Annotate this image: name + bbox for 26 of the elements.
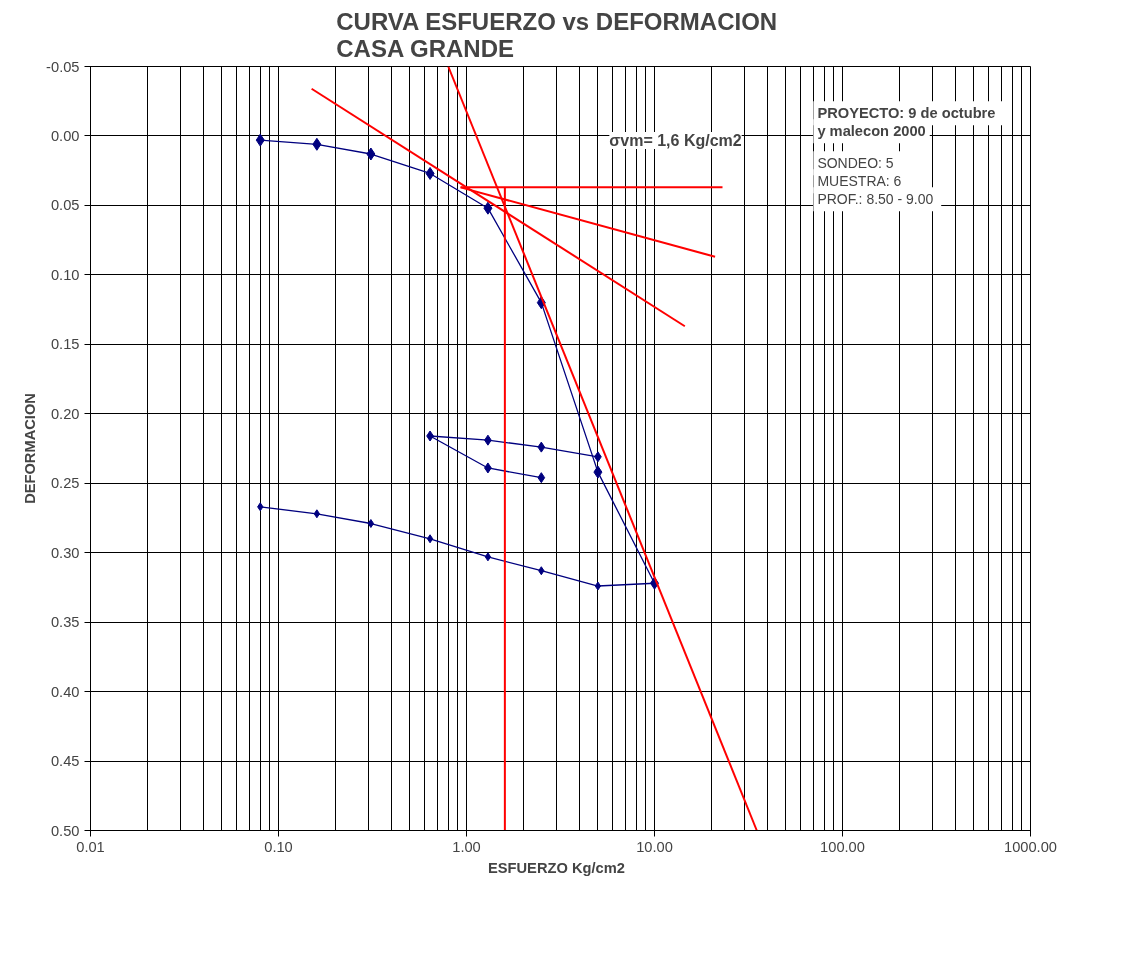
annotation: SONDEO: 5 bbox=[817, 155, 894, 172]
x-axis-title: ESFUERZO Kg/cm2 bbox=[488, 859, 625, 876]
y-tick-label: 0.10 bbox=[50, 266, 80, 283]
chart-title: CURVA ESFUERZO vs DEFORMACION CASA GRANDE bbox=[336, 7, 778, 62]
y-tick-label: 0.50 bbox=[50, 822, 80, 839]
y-tick-label: 0.15 bbox=[50, 336, 80, 353]
annotation: MUESTRA: 6 bbox=[817, 173, 902, 190]
x-tick-label: 0.10 bbox=[264, 838, 293, 855]
y-tick-label: 0.35 bbox=[50, 614, 80, 631]
annotation: σvm= 1,6 Kg/cm2 bbox=[609, 132, 742, 149]
y-axis-title: DEFORMACION bbox=[22, 393, 39, 504]
annotation: PROF.: 8.50 - 9.00 bbox=[817, 191, 934, 208]
y-tick-label: 0.40 bbox=[50, 683, 80, 700]
y-tick-label: 0.45 bbox=[50, 753, 80, 770]
x-tick-label: 1.00 bbox=[452, 838, 481, 855]
x-tick-label: 0.01 bbox=[76, 838, 105, 855]
y-tick-label: 0.20 bbox=[50, 405, 80, 422]
annotation: PROYECTO: 9 de octubre y malecon 2000 bbox=[817, 105, 996, 140]
x-tick-label: 1000.00 bbox=[1004, 838, 1057, 855]
y-tick-label: 0.05 bbox=[50, 197, 80, 214]
y-tick-label: 0.25 bbox=[50, 475, 80, 492]
x-tick-label: 100.00 bbox=[820, 838, 865, 855]
y-tick-label: 0.30 bbox=[50, 544, 80, 561]
y-tick-label: -0.05 bbox=[46, 58, 80, 75]
x-tick-label: 10.00 bbox=[636, 838, 673, 855]
y-tick-label: 0.00 bbox=[50, 127, 80, 144]
